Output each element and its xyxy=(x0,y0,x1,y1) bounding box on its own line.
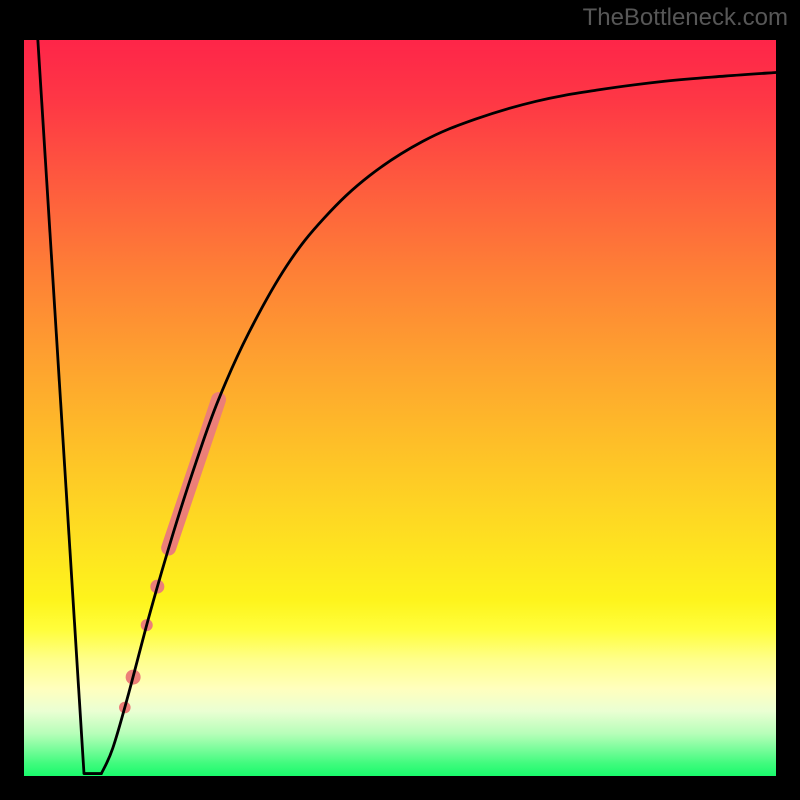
chart-svg xyxy=(0,0,800,800)
bottleneck-chart: TheBottleneck.com xyxy=(0,0,800,800)
watermark-text: TheBottleneck.com xyxy=(583,4,788,32)
